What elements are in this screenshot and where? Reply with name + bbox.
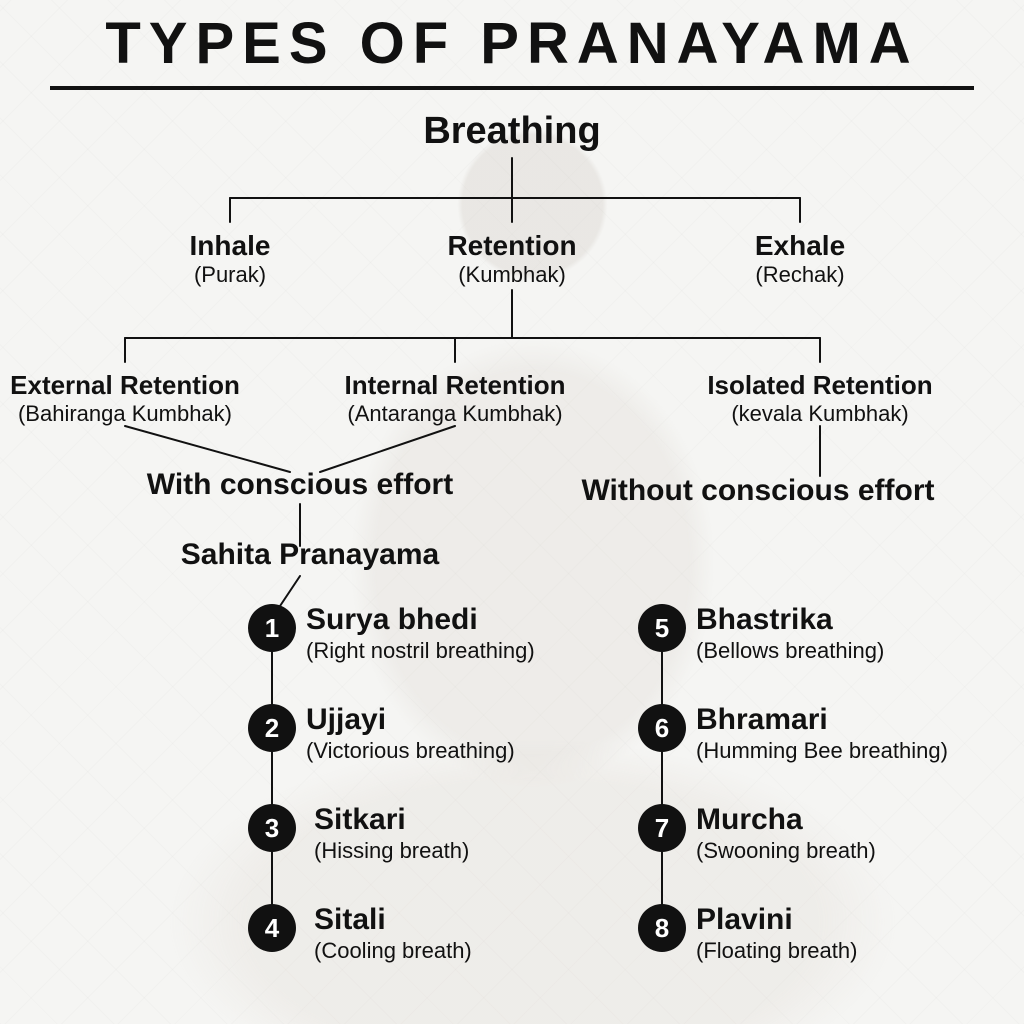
node-sanskrit: (Kumbhak) [392,262,632,288]
page-title: TYPES OF PRANAYAMA [0,10,1024,77]
practice-name: Surya bhedi [306,604,535,636]
practice-name: Ujjayi [306,704,515,736]
practice-desc: (Floating breath) [696,938,857,964]
node-retention: Isolated Retention(kevala Kumbhak) [680,370,960,427]
practice-number-circle: 3 [248,804,296,852]
node-phase-retention: Retention(Kumbhak) [392,230,632,288]
node-effort: Without conscious effort [558,474,958,508]
practice-number-circle: 1 [248,604,296,652]
practice-item: Bhastrika(Bellows breathing) [696,604,884,664]
node-effort: With conscious effort [100,468,500,502]
node-sahita-pranayama: Sahita Pranayama [140,538,480,572]
title-underline [50,86,974,90]
node-retention: Internal Retention(Antaranga Kumbhak) [315,370,595,427]
node-sanskrit: (Purak) [110,262,350,288]
node-label: External Retention [0,370,265,401]
node-label: Internal Retention [315,370,595,401]
practice-item: Bhramari(Humming Bee breathing) [696,704,948,764]
practice-name: Murcha [696,804,876,836]
node-phase-exhale: Exhale(Rechak) [680,230,920,288]
node-breathing: Breathing [392,110,632,153]
practice-desc: (Right nostril breathing) [306,638,535,664]
practice-name: Sitali [314,904,472,936]
practice-desc: (Cooling breath) [314,938,472,964]
practice-number-circle: 7 [638,804,686,852]
practice-item: Sitkari(Hissing breath) [314,804,469,864]
node-label: Retention [392,230,632,262]
practice-item: Murcha(Swooning breath) [696,804,876,864]
node-sanskrit: (Rechak) [680,262,920,288]
node-label: Isolated Retention [680,370,960,401]
practice-number-circle: 8 [638,904,686,952]
node-retention: External Retention(Bahiranga Kumbhak) [0,370,265,427]
practice-desc: (Bellows breathing) [696,638,884,664]
diagram-canvas: TYPES OF PRANAYAMA Breathing Inhale(Pura… [0,0,1024,1024]
practice-name: Bhastrika [696,604,884,636]
node-sanskrit: (Antaranga Kumbhak) [315,401,595,427]
practice-number-circle: 5 [638,604,686,652]
practice-item: Ujjayi(Victorious breathing) [306,704,515,764]
practice-number-circle: 4 [248,904,296,952]
practice-desc: (Hissing breath) [314,838,469,864]
node-label: Exhale [680,230,920,262]
practice-name: Plavini [696,904,857,936]
node-sanskrit: (kevala Kumbhak) [680,401,960,427]
practice-desc: (Swooning breath) [696,838,876,864]
practice-desc: (Humming Bee breathing) [696,738,948,764]
node-label: With conscious effort [100,468,500,502]
practice-name: Bhramari [696,704,948,736]
practice-item: Plavini(Floating breath) [696,904,857,964]
practice-number-circle: 2 [248,704,296,752]
node-label: Breathing [392,110,632,153]
node-phase-inhale: Inhale(Purak) [110,230,350,288]
node-label: Without conscious effort [558,474,958,508]
node-label: Inhale [110,230,350,262]
practice-desc: (Victorious breathing) [306,738,515,764]
practice-number-circle: 6 [638,704,686,752]
practice-name: Sitkari [314,804,469,836]
practice-item: Surya bhedi(Right nostril breathing) [306,604,535,664]
node-sanskrit: (Bahiranga Kumbhak) [0,401,265,427]
practice-item: Sitali(Cooling breath) [314,904,472,964]
node-label: Sahita Pranayama [140,538,480,572]
